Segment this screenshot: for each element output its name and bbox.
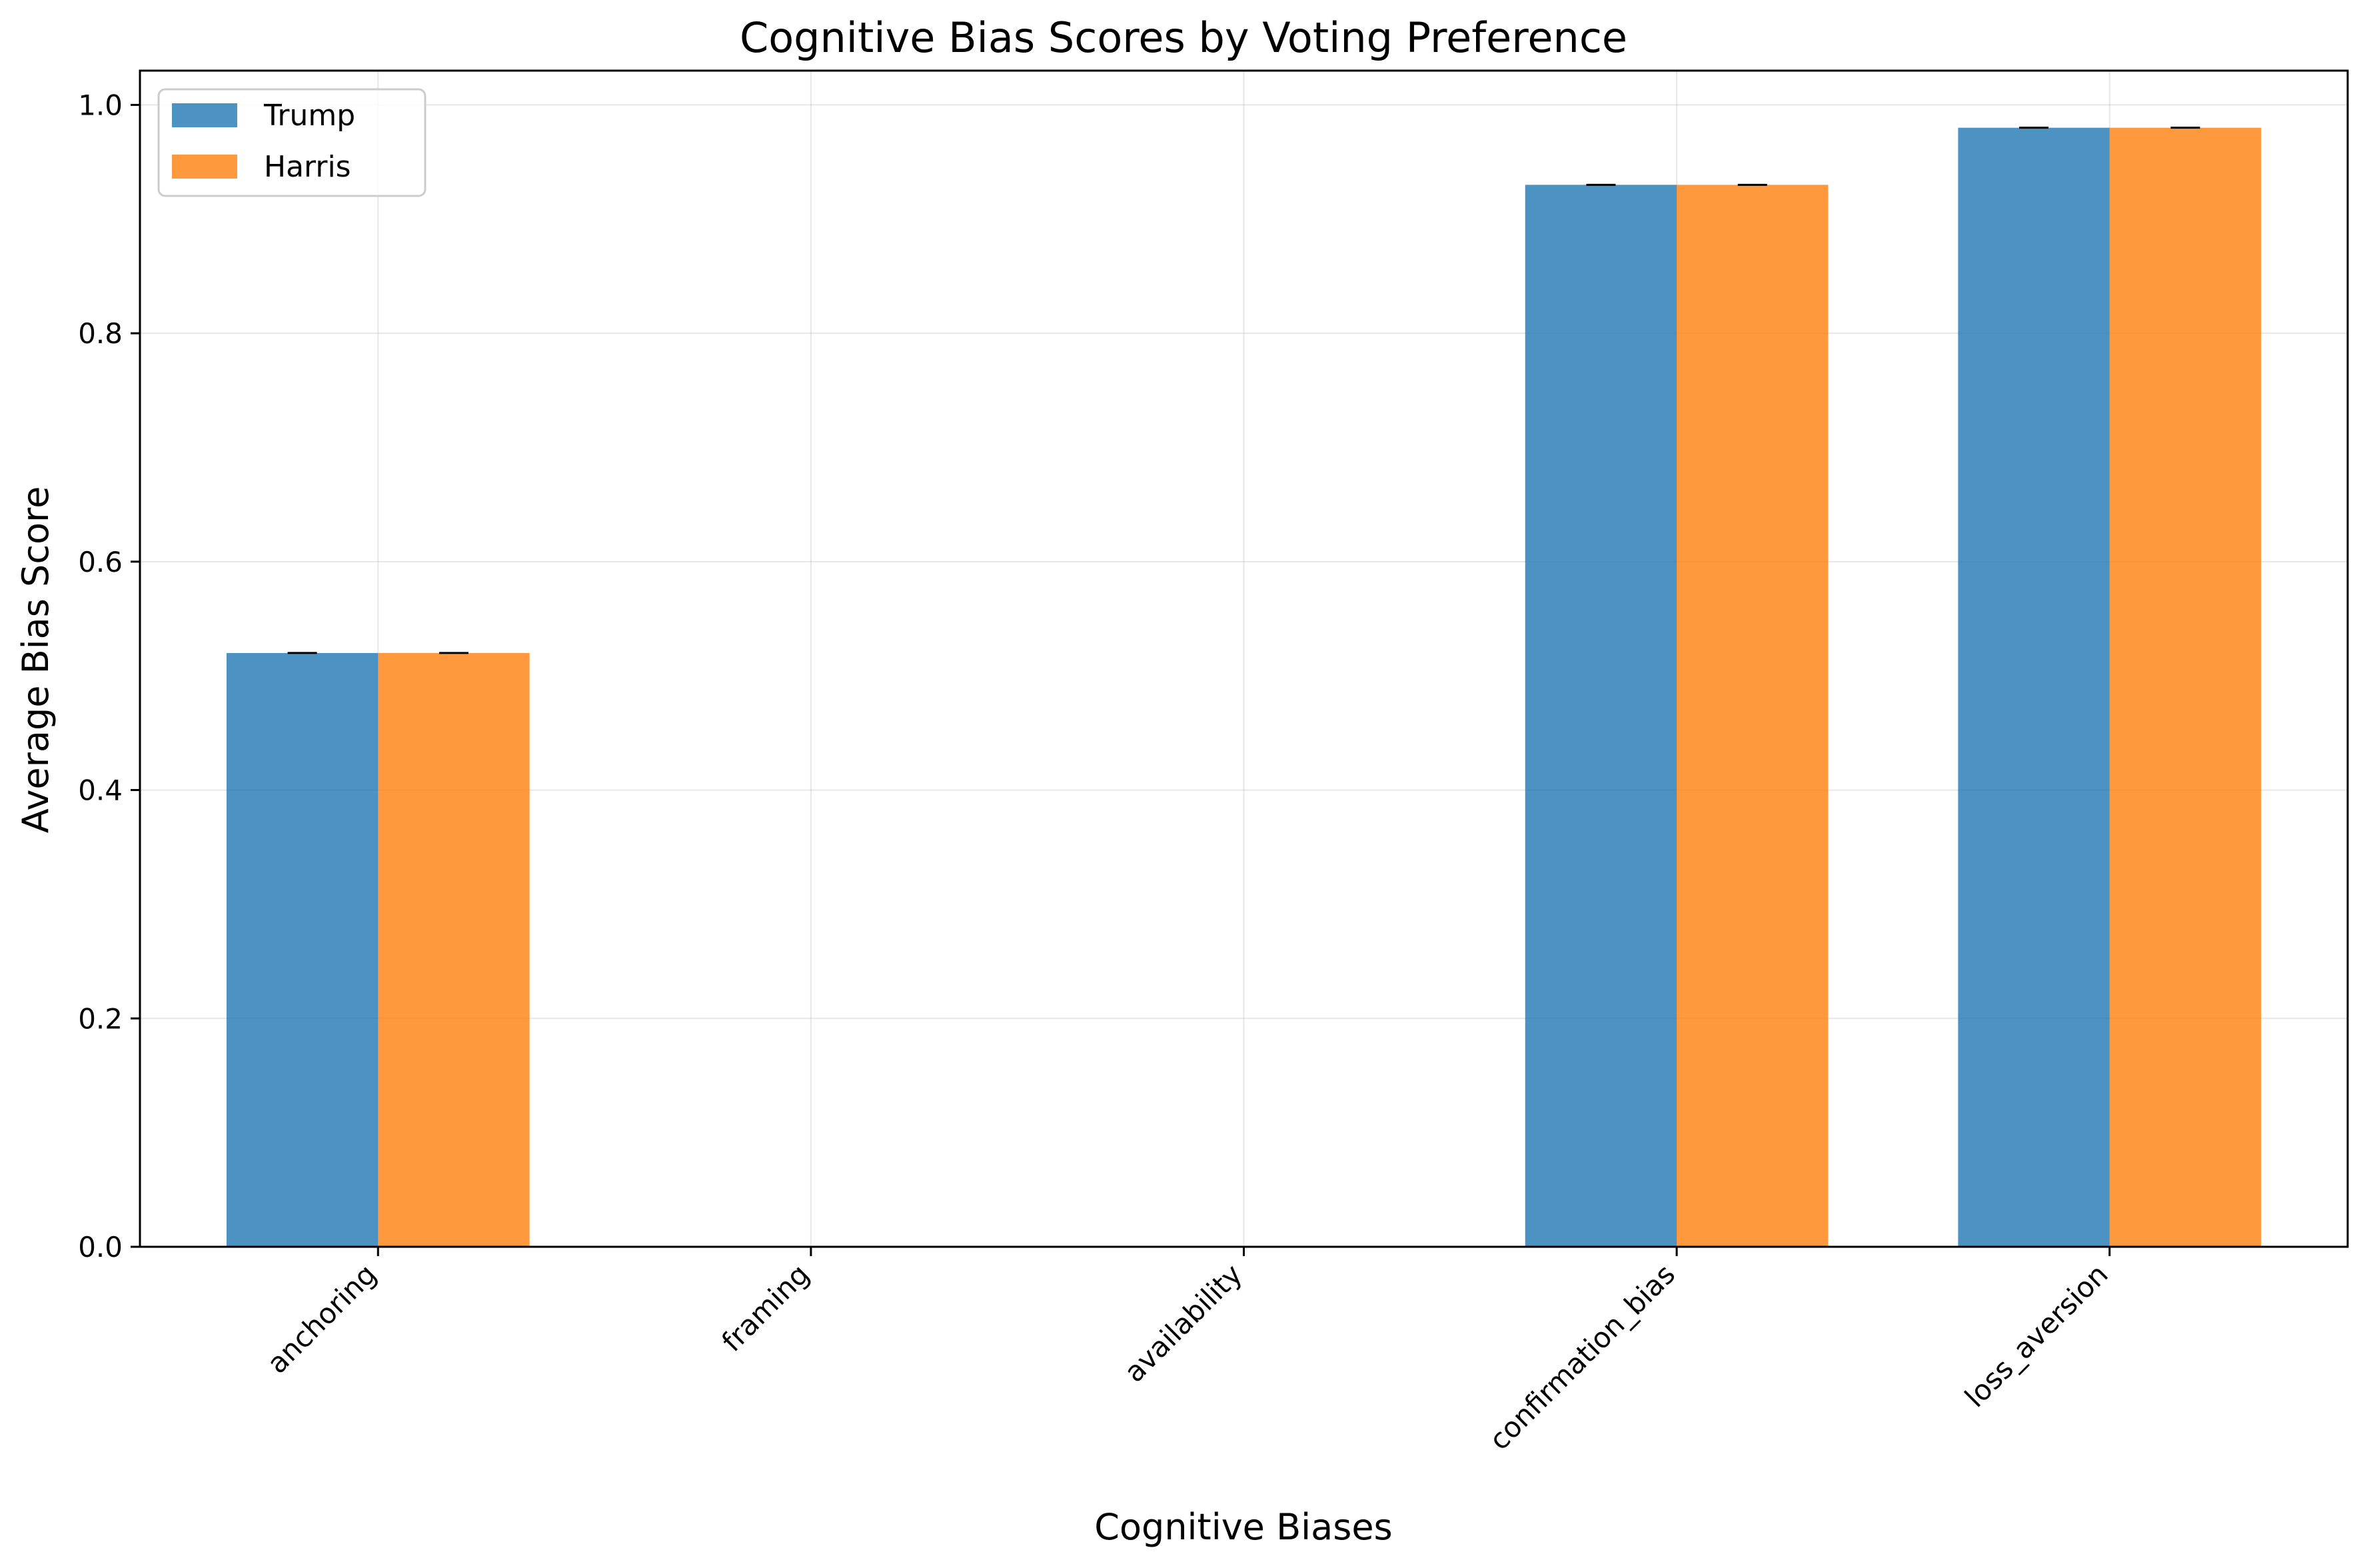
bar-harris-anchoring xyxy=(378,652,530,1247)
bar-harris-loss_aversion xyxy=(2109,127,2262,1247)
y-tick-label: 0.4 xyxy=(78,774,123,807)
x-axis-label: Cognitive Biases xyxy=(1094,1506,1392,1548)
y-tick-label: 0.2 xyxy=(78,1002,123,1035)
y-tick-label: 0.8 xyxy=(78,317,123,350)
x-tick-label: loss_aversion xyxy=(1959,1257,2114,1413)
bar-trump-confirmation_bias xyxy=(1525,185,1677,1247)
y-tick-label: 1.0 xyxy=(78,89,123,121)
y-axis-label: Average Bias Score xyxy=(15,486,57,834)
bars xyxy=(226,127,2262,1247)
y-tick-label: 0.0 xyxy=(78,1231,123,1263)
x-tick-label: framing xyxy=(716,1257,816,1357)
y-tick-label: 0.6 xyxy=(78,546,123,578)
bar-harris-confirmation_bias xyxy=(1677,185,1829,1247)
legend-label-trump: Trump xyxy=(263,99,355,133)
legend: Trump Harris xyxy=(157,88,426,197)
bar-trump-anchoring xyxy=(226,652,379,1247)
bar-trump-loss_aversion xyxy=(1958,127,2110,1247)
legend-swatch-harris xyxy=(172,155,237,179)
legend-label-harris: Harris xyxy=(264,150,351,184)
x-tick-label: anchoring xyxy=(261,1257,383,1379)
x-tick-label: confirmation_bias xyxy=(1483,1257,1681,1456)
legend-swatch-trump xyxy=(172,103,237,127)
chart-title: Cognitive Bias Scores by Voting Preferen… xyxy=(740,13,1627,62)
y-axis: 0.0 0.2 0.4 0.6 0.8 1.0 xyxy=(78,89,140,1263)
x-axis: anchoring framing availability confirmation… xyxy=(261,1247,2114,1456)
x-tick-label: availability xyxy=(1118,1257,1248,1388)
